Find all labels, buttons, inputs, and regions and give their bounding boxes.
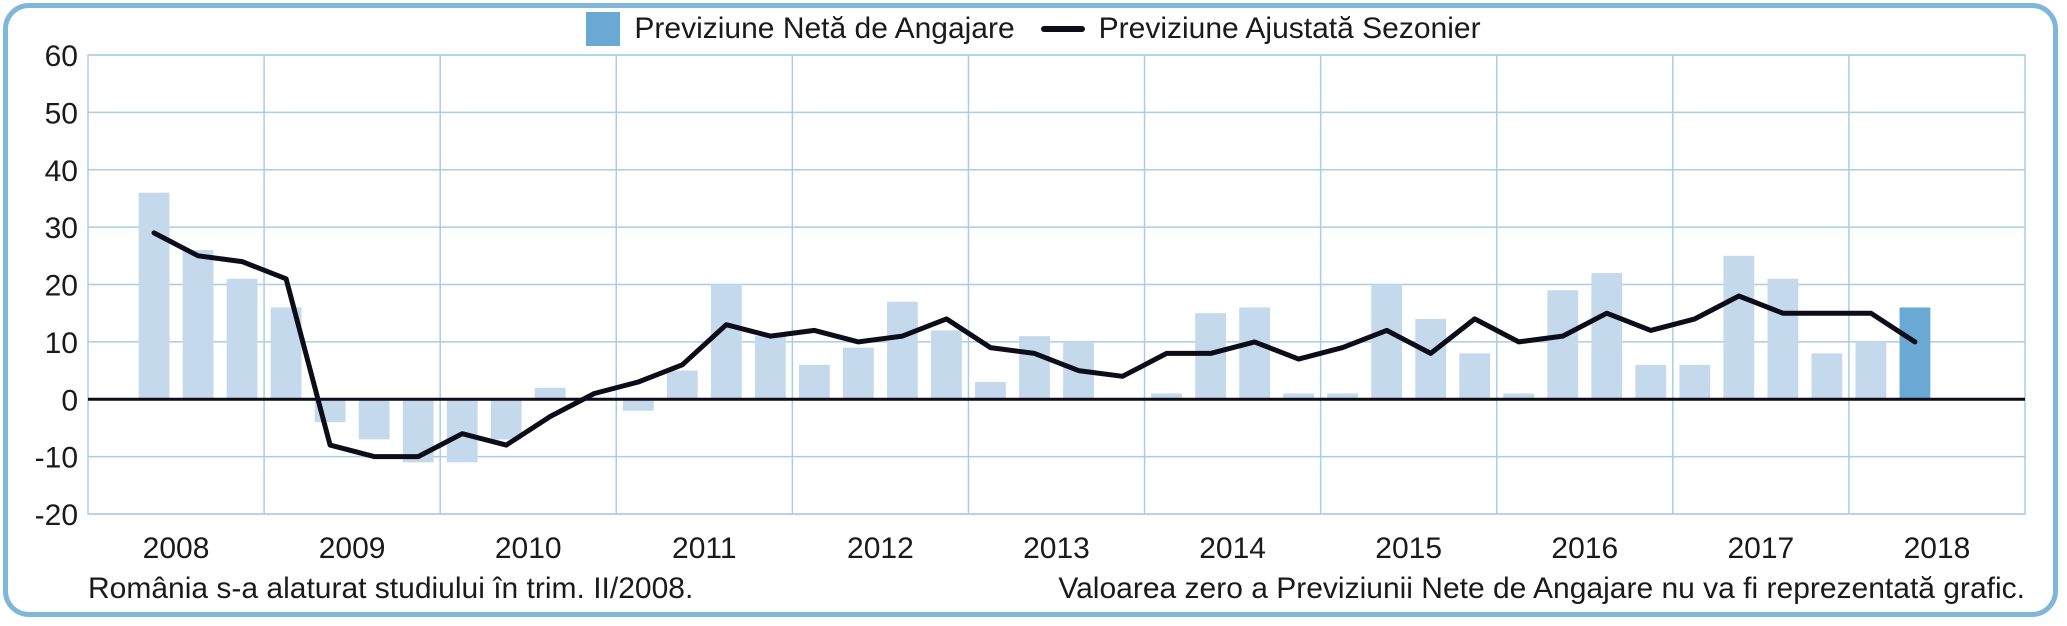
x-tick-label: 2017 <box>1727 532 1794 565</box>
series-line <box>151 230 1918 460</box>
legend-bar-label: Previziune Netă de Angajare <box>634 12 1015 45</box>
footnote-right: Valoarea zero a Previziunii Nete de Anga… <box>1058 572 2025 605</box>
legend-item-line: Previziune Ajustată Sezonier <box>1040 12 1481 46</box>
bar <box>1855 341 1887 400</box>
y-tick-label: 10 <box>45 327 78 360</box>
bar <box>798 364 830 400</box>
x-tick-label: 2013 <box>1023 532 1090 565</box>
legend-line-label: Previziune Ajustată Sezonier <box>1098 12 1481 45</box>
bar <box>534 387 566 400</box>
bar <box>446 399 478 463</box>
legend-bar-swatch <box>586 12 621 46</box>
bar <box>182 250 214 400</box>
bar <box>1371 284 1403 400</box>
y-tick-label: 0 <box>61 384 78 417</box>
legend: Previziune Netă de Angajare Previziune A… <box>0 12 2067 46</box>
bar <box>1239 307 1271 400</box>
y-tick-label: 20 <box>45 270 78 303</box>
y-tick-label: 30 <box>45 212 78 245</box>
y-tick-label: -10 <box>35 442 78 475</box>
bar <box>358 399 390 440</box>
chart-frame <box>3 3 2058 617</box>
bar <box>1635 364 1667 400</box>
bar <box>490 399 522 440</box>
bar <box>887 301 918 400</box>
bar <box>1327 393 1359 400</box>
y-tick-label: 60 <box>45 40 78 73</box>
y-tick-label: -20 <box>35 499 78 532</box>
x-tick-label: 2012 <box>847 532 914 565</box>
x-tick-label: 2018 <box>1904 532 1971 565</box>
bar <box>1415 318 1447 400</box>
bar <box>710 284 742 400</box>
x-tick-label: 2011 <box>672 532 737 565</box>
x-tick-label: 2009 <box>319 532 386 565</box>
bar <box>1723 255 1755 400</box>
footnote-left: România s-a alaturat studiului în trim. … <box>88 572 694 605</box>
x-tick-label: 2008 <box>143 532 210 565</box>
bar <box>1283 393 1315 400</box>
bar <box>1547 290 1579 400</box>
bar <box>226 278 258 400</box>
y-tick-label: 40 <box>45 155 78 188</box>
bar <box>931 330 962 400</box>
bar <box>622 399 654 411</box>
bar <box>138 192 170 400</box>
bar <box>1811 353 1843 400</box>
x-tick-label: 2014 <box>1199 532 1266 565</box>
legend-line-swatch <box>1040 26 1085 32</box>
bar <box>754 336 786 400</box>
bar <box>975 382 1006 400</box>
legend-item-bars: Previziune Netă de Angajare <box>586 12 1015 46</box>
bar <box>1459 353 1491 400</box>
bar <box>666 370 698 400</box>
bar <box>842 347 874 400</box>
bar <box>1019 336 1050 400</box>
bar <box>1591 273 1623 400</box>
x-tick-label: 2015 <box>1375 532 1442 565</box>
bar <box>1767 278 1799 400</box>
bar <box>1151 393 1182 400</box>
bar <box>1679 364 1711 400</box>
bar <box>1899 307 1931 400</box>
bar <box>1503 393 1535 400</box>
bar <box>1195 313 1226 400</box>
x-tick-label: 2010 <box>495 532 562 565</box>
y-tick-label: 50 <box>45 97 78 130</box>
x-tick-label: 2016 <box>1551 532 1618 565</box>
